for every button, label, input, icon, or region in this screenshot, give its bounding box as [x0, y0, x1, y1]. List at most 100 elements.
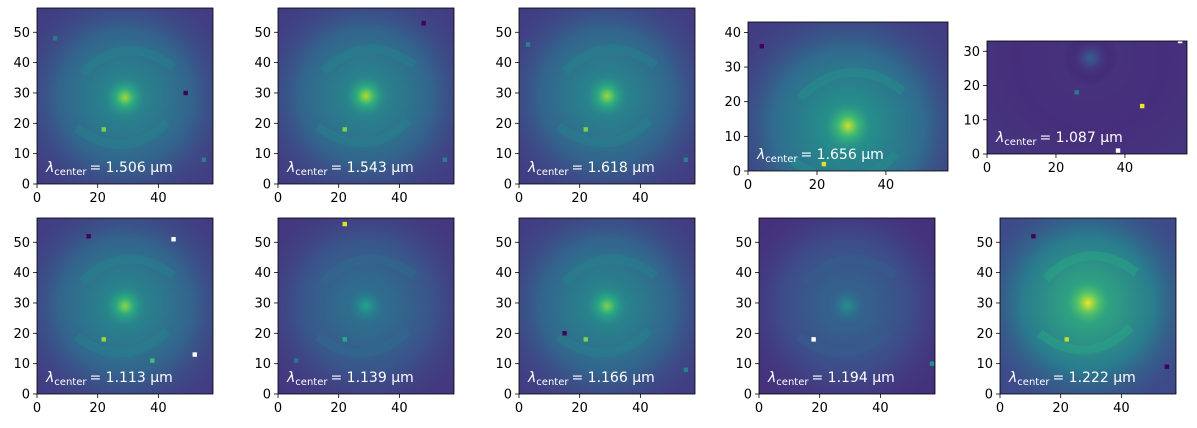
y-tick-label: 50: [495, 26, 512, 41]
y-tick-label: 20: [735, 327, 752, 342]
panel-1: 0 20 40 0 10 20 30 40 50 λcenter = 1.506 μm: [13, 7, 214, 206]
y-tick-label: 50: [976, 236, 993, 251]
galaxy-core: [519, 218, 695, 394]
wavelength-label: λcenter = 1.543 μm: [286, 160, 414, 178]
y-tick-label: 0: [263, 388, 271, 403]
y-tick-label: 0: [744, 388, 752, 403]
image-area: [519, 8, 695, 184]
image-area: [519, 218, 695, 394]
point-source: [821, 161, 827, 167]
y-tick-label: 40: [495, 56, 512, 71]
point-source: [442, 157, 448, 162]
axes-frame: [518, 217, 696, 395]
x-tick-label: 40: [391, 401, 408, 416]
image-area: [37, 218, 213, 394]
point-source: [101, 337, 106, 342]
panel-9: 0 20 40 0 10 20 30 40 50 λcenter = 1.194 μm: [735, 217, 936, 416]
y-tick-label: 50: [254, 236, 271, 251]
panel-5: 0 20 40 0 10 20 30 λcenter = 1.087 μm: [963, 40, 1188, 176]
y-tick-label: 20: [976, 327, 993, 342]
y-tick-label: 20: [13, 327, 30, 342]
image-area: [759, 218, 935, 394]
point-source: [1139, 103, 1145, 109]
y-tick-label: 0: [504, 388, 512, 403]
point-source: [53, 36, 58, 41]
point-source: [1115, 148, 1121, 153]
x-tick-label: 20: [330, 191, 347, 206]
y-tick-label: 0: [733, 165, 741, 180]
point-source: [183, 90, 188, 96]
axes-frame: [277, 217, 455, 395]
y-tick-label: 30: [13, 86, 30, 101]
x-tick-label: 20: [330, 401, 347, 416]
panel-8: 0 20 40 0 10 20 30 40 50 λcenter = 1.166 μm: [495, 217, 696, 416]
axes-frame: [999, 217, 1177, 395]
y-tick-label: 10: [495, 147, 512, 162]
x-tick-label: 20: [571, 191, 588, 206]
y-tick-label: 0: [22, 178, 30, 193]
y-tick-label: 40: [254, 56, 271, 71]
axes-frame: [758, 217, 936, 395]
axes-frame: [277, 7, 455, 185]
galaxy-core: [278, 8, 454, 184]
image-area: [278, 8, 454, 184]
y-tick-label: 40: [254, 266, 271, 281]
y-tick-label: 10: [13, 147, 30, 162]
point-source: [583, 337, 588, 342]
x-tick-label: 0: [33, 191, 41, 206]
y-tick-label: 30: [976, 296, 993, 311]
x-tick-label: 20: [1052, 401, 1069, 416]
point-source: [150, 358, 155, 363]
y-tick-label: 0: [985, 388, 993, 403]
y-tick-label: 10: [735, 357, 752, 372]
point-source: [342, 337, 347, 342]
x-tick-label: 0: [983, 161, 991, 176]
y-tick-label: 40: [495, 266, 512, 281]
panel-4: 0 20 40 0 10 20 30 40 λcenter = 1.656 μm: [724, 21, 949, 193]
image-area: [987, 41, 1187, 154]
y-tick-label: 50: [13, 26, 30, 41]
x-tick-label: 40: [1113, 401, 1130, 416]
x-tick-label: 40: [878, 178, 895, 193]
y-tick-label: 30: [735, 296, 752, 311]
y-tick-label: 50: [495, 236, 512, 251]
y-tick-label: 30: [254, 296, 271, 311]
x-tick-label: 40: [150, 191, 167, 206]
y-tick-label: 30: [495, 86, 512, 101]
axes-frame: [36, 7, 214, 185]
y-tick-label: 30: [963, 45, 980, 60]
y-tick-label: 30: [724, 61, 741, 76]
y-tick-label: 40: [976, 266, 993, 281]
point-source: [421, 20, 426, 26]
panel-3: 0 20 40 0 10 20 30 40 50 λcenter = 1.618 μm: [495, 7, 696, 206]
point-source: [683, 367, 689, 372]
y-tick-label: 40: [13, 56, 30, 71]
wavelength-label: λcenter = 1.618 μm: [527, 160, 655, 178]
point-source: [342, 221, 347, 227]
wavelength-label: λcenter = 1.506 μm: [45, 160, 173, 178]
image-area: [278, 218, 454, 394]
x-tick-label: 20: [809, 178, 826, 193]
y-tick-label: 10: [724, 130, 741, 145]
y-tick-label: 50: [254, 26, 271, 41]
point-source: [562, 331, 567, 336]
y-tick-label: 20: [254, 327, 271, 342]
point-source: [171, 237, 176, 242]
point-source: [86, 234, 91, 239]
x-tick-label: 0: [996, 401, 1004, 416]
y-tick-label: 10: [254, 357, 271, 372]
x-tick-label: 40: [1117, 161, 1134, 176]
y-tick-label: 20: [13, 117, 30, 132]
wavelength-label: λcenter = 1.222 μm: [1008, 370, 1136, 388]
x-tick-label: 40: [150, 401, 167, 416]
wavelength-label: λcenter = 1.194 μm: [767, 370, 895, 388]
point-source: [201, 157, 207, 162]
point-source: [1064, 337, 1069, 342]
y-tick-label: 40: [13, 266, 30, 281]
point-source: [1074, 90, 1079, 95]
wavelength-label: λcenter = 1.166 μm: [527, 370, 655, 388]
x-tick-label: 20: [89, 191, 106, 206]
panel-10: 0 20 40 0 10 20 30 40 50 λcenter = 1.222 μm: [976, 217, 1177, 416]
point-source: [929, 361, 935, 366]
